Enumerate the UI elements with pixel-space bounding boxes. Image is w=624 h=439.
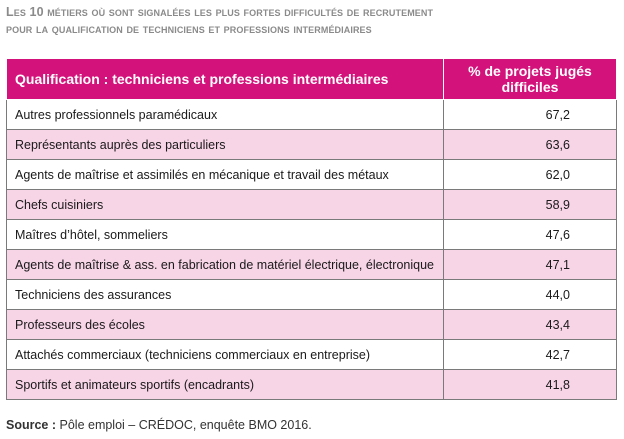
table-header-row: Qualification : techniciens et professio…	[6, 58, 617, 100]
table-row: Agents de maîtrise et assimilés en mécan…	[6, 159, 617, 190]
title-line-2: pour la qualification de techniciens et …	[6, 22, 372, 36]
row-value: 63,6	[443, 129, 617, 160]
row-label: Maîtres d’hôtel, sommeliers	[6, 219, 444, 250]
table-row: Chefs cuisiniers 58,9	[6, 189, 617, 220]
row-label: Représentants auprès des particuliers	[6, 129, 444, 160]
row-value: 47,6	[443, 219, 617, 250]
row-value: 47,1	[443, 249, 617, 280]
row-value: 41,8	[443, 369, 617, 400]
title-line-1: Les 10 métiers où sont signalées les plu…	[6, 5, 434, 19]
source-text: Pôle emploi – CRÉDOC, enquête BMO 2016.	[59, 418, 312, 432]
table-row: Autres professionnels paramédicaux 67,2	[6, 99, 617, 130]
source-note: Source : Pôle emploi – CRÉDOC, enquête B…	[6, 418, 312, 432]
row-label: Agents de maîtrise & ass. en fabrication…	[6, 249, 444, 280]
table-row: Attachés commerciaux (techniciens commer…	[6, 339, 617, 370]
table-row: Représentants auprès des particuliers 63…	[6, 129, 617, 160]
table-row: Sportifs et animateurs sportifs (encadra…	[6, 369, 617, 400]
row-value: 43,4	[443, 309, 617, 340]
row-label: Professeurs des écoles	[6, 309, 444, 340]
table-row: Professeurs des écoles 43,4	[6, 309, 617, 340]
row-value: 44,0	[443, 279, 617, 310]
table-row: Techniciens des assurances 44,0	[6, 279, 617, 310]
row-label: Agents de maîtrise et assimilés en mécan…	[6, 159, 444, 190]
row-value: 62,0	[443, 159, 617, 190]
column-header-qualification: Qualification : techniciens et professio…	[6, 58, 444, 100]
row-label: Sportifs et animateurs sportifs (encadra…	[6, 369, 444, 400]
recruitment-difficulty-table: Qualification : techniciens et professio…	[6, 58, 617, 400]
row-label: Chefs cuisiniers	[6, 189, 444, 220]
row-label: Techniciens des assurances	[6, 279, 444, 310]
column-header-percent: % de projets jugés difficiles	[443, 58, 617, 100]
page-title: Les 10 métiers où sont signalées les plu…	[6, 4, 616, 38]
table-row: Agents de maîtrise & ass. en fabrication…	[6, 249, 617, 280]
row-label: Attachés commerciaux (techniciens commer…	[6, 339, 444, 370]
source-label: Source :	[6, 418, 57, 432]
row-value: 58,9	[443, 189, 617, 220]
row-value: 67,2	[443, 99, 617, 130]
table-row: Maîtres d’hôtel, sommeliers 47,6	[6, 219, 617, 250]
row-value: 42,7	[443, 339, 617, 370]
row-label: Autres professionnels paramédicaux	[6, 99, 444, 130]
